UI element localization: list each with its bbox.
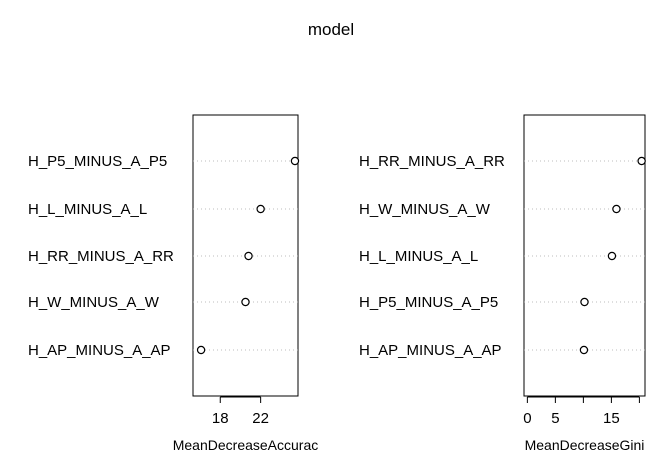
figure-title: model [308,20,354,39]
x-tick-label: 22 [252,410,269,427]
data-point [244,251,253,261]
data-point [607,251,617,261]
x-axis-label: MeanDecreaseGini [525,437,645,453]
data-point [241,297,250,307]
data-point [580,297,589,307]
data-point [256,204,265,214]
data-point [612,204,621,214]
data-point [579,345,589,355]
x-tick-label: 15 [603,410,620,427]
category-label: H_AP_MINUS_A_AP [28,342,171,359]
x-tick-label: 18 [212,410,229,427]
panel-gini: H_RR_MINUS_A_RR H_W_MINUS_A_W H_L_MINUS_A_… [359,114,646,453]
category-label: H_W_MINUS_A_W [359,201,491,218]
data-point [290,156,300,166]
x-tick-label: 5 [551,410,559,427]
category-label: H_RR_MINUS_A_RR [28,248,174,265]
category-label: H_RR_MINUS_A_RR [359,153,505,170]
x-tick-label: 0 [523,410,531,427]
category-label: H_P5_MINUS_A_P5 [359,294,498,311]
category-label: H_L_MINUS_A_L [28,201,147,218]
data-point [637,156,646,166]
category-label: H_L_MINUS_A_L [359,248,478,265]
category-label: H_W_MINUS_A_W [28,294,160,311]
category-label: H_AP_MINUS_A_AP [359,342,502,359]
data-point [196,345,206,355]
category-label: H_P5_MINUS_A_P5 [28,153,167,170]
x-axis-label: MeanDecreaseAccurac [173,437,319,453]
panel-accuracy: H_P5_MINUS_A_P5 H_L_MINUS_A_L H_RR_MINUS_A… [28,114,319,453]
